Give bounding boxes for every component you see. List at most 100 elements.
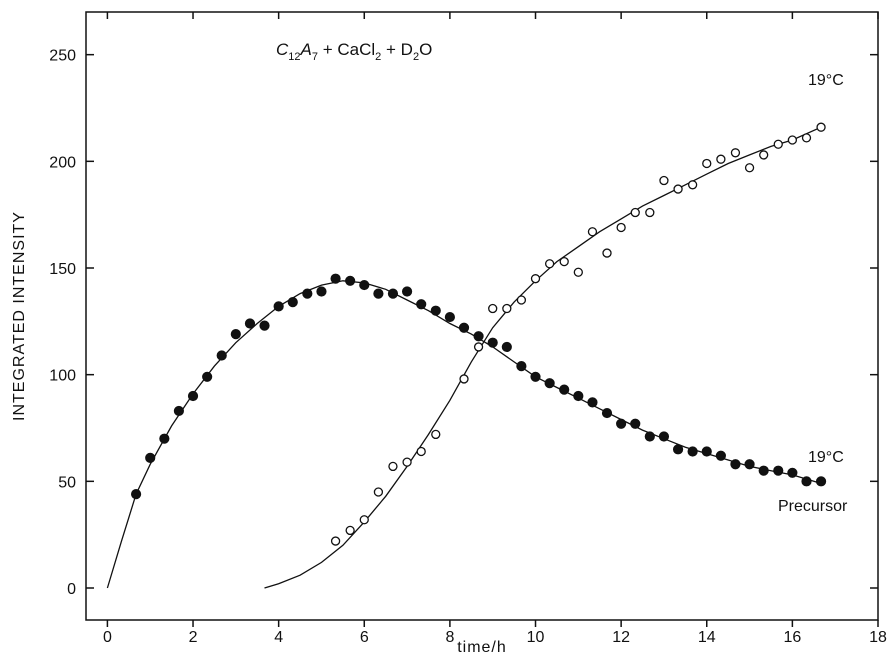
filled-data-point <box>730 459 741 470</box>
filled-data-point <box>616 418 627 429</box>
filled-data-point <box>501 341 512 353</box>
filled-data-point <box>145 452 156 463</box>
y-tick-label: 0 <box>67 581 76 598</box>
filled-data-point <box>601 407 613 419</box>
open-data-point <box>502 303 512 314</box>
filled-data-point <box>430 305 441 316</box>
filled-data-point <box>473 331 484 342</box>
title-a-sub: 7 <box>312 51 318 63</box>
title-c-sub: 12 <box>288 51 300 63</box>
filled-data-point <box>715 450 726 461</box>
title-cl-sub: 2 <box>375 51 381 63</box>
x-tick-label: 14 <box>698 629 716 646</box>
filled-series-temperature-label: 19°C <box>808 449 844 466</box>
filled-data-point <box>259 320 270 331</box>
open-data-point <box>602 248 612 258</box>
filled-data-point <box>644 431 655 442</box>
filled-data-point <box>544 378 555 389</box>
filled-data-point <box>373 288 384 299</box>
open-series-temperature-label: 19°C <box>808 72 844 89</box>
open-data-point <box>416 446 426 457</box>
y-axis-label: INTEGRATED INTENSITY <box>11 211 28 421</box>
filled-data-point <box>202 371 213 382</box>
title-o: O <box>419 40 432 59</box>
open-data-point <box>573 267 583 277</box>
open-data-point <box>716 154 726 164</box>
open-data-point <box>431 429 441 440</box>
title-cacl: + CaCl <box>318 40 375 59</box>
filled-data-point <box>630 418 641 429</box>
axes <box>85 11 879 621</box>
open-data-point <box>673 184 683 194</box>
open-data-point <box>630 207 640 218</box>
open-data-point <box>530 274 541 284</box>
filled-data-point <box>744 459 755 470</box>
filled-data-point <box>302 288 313 299</box>
x-tick-label: 12 <box>612 629 630 646</box>
filled-data-point <box>359 279 370 291</box>
open-data-point <box>816 122 826 132</box>
open-data-point <box>359 515 369 525</box>
fit-curves <box>106 126 822 589</box>
title-a: A <box>300 40 312 59</box>
filled-data-point <box>573 390 584 402</box>
data-points <box>130 122 827 546</box>
filled-data-point <box>801 476 812 487</box>
filled-data-point <box>173 405 184 417</box>
filled-data-point <box>444 311 455 323</box>
filled-data-point <box>701 446 712 457</box>
x-tick-label: 4 <box>274 629 283 646</box>
open-data-point <box>702 158 712 169</box>
open-data-point <box>801 133 812 143</box>
filled-data-point <box>216 350 227 361</box>
filled-data-point <box>416 299 427 310</box>
open-data-point <box>687 180 698 190</box>
filled-data-point <box>316 286 327 297</box>
filled-data-point <box>187 390 199 402</box>
open-data-point <box>516 295 527 305</box>
filled-data-point <box>230 329 241 340</box>
filled-data-point <box>587 397 598 408</box>
chart-title: C12A7 + CaCl2 + D2O <box>276 40 432 63</box>
y-tick-label: 250 <box>49 48 76 65</box>
y-axis: 0 50 100 150 200 250 <box>49 48 878 598</box>
y-tick-label: 150 <box>49 261 76 278</box>
x-tick-label: 18 <box>869 629 887 646</box>
filled-data-point <box>487 337 498 348</box>
x-tick-label: 2 <box>189 629 198 646</box>
plot-frame <box>85 11 879 621</box>
filled-data-point <box>758 465 769 476</box>
x-tick-label: 10 <box>527 629 545 646</box>
open-data-point <box>659 175 669 186</box>
filled-data-point <box>787 467 798 478</box>
title-c: C <box>276 40 289 59</box>
open-data-point <box>459 374 469 384</box>
filled-data-point <box>244 318 256 329</box>
filled-data-point <box>687 446 698 457</box>
filled-data-point <box>530 371 541 382</box>
y-tick-label: 50 <box>58 474 76 491</box>
x-tick-label: 8 <box>445 629 454 646</box>
filled-data-point <box>559 384 570 395</box>
open-data-point <box>388 461 398 472</box>
open-data-point <box>345 525 355 536</box>
x-axis-label: time/h <box>457 639 507 656</box>
x-tick-label: 0 <box>103 629 112 646</box>
title-d: + D <box>381 40 413 59</box>
filled-data-point <box>401 286 413 297</box>
y-tick-label: 200 <box>49 154 76 171</box>
precursor-label: Precursor <box>778 498 848 515</box>
filled-data-point <box>330 273 341 284</box>
filled-data-point <box>345 275 356 286</box>
open-data-point <box>587 227 598 237</box>
open-data-point <box>473 342 484 352</box>
open-data-point <box>330 536 341 546</box>
open-data-point <box>759 150 769 160</box>
title-d-sub: 2 <box>413 51 419 63</box>
open-data-point <box>645 207 655 218</box>
open-data-point <box>373 487 384 497</box>
open-data-point <box>544 259 555 269</box>
x-tick-label: 16 <box>783 629 801 646</box>
filled-data-point <box>387 288 399 299</box>
